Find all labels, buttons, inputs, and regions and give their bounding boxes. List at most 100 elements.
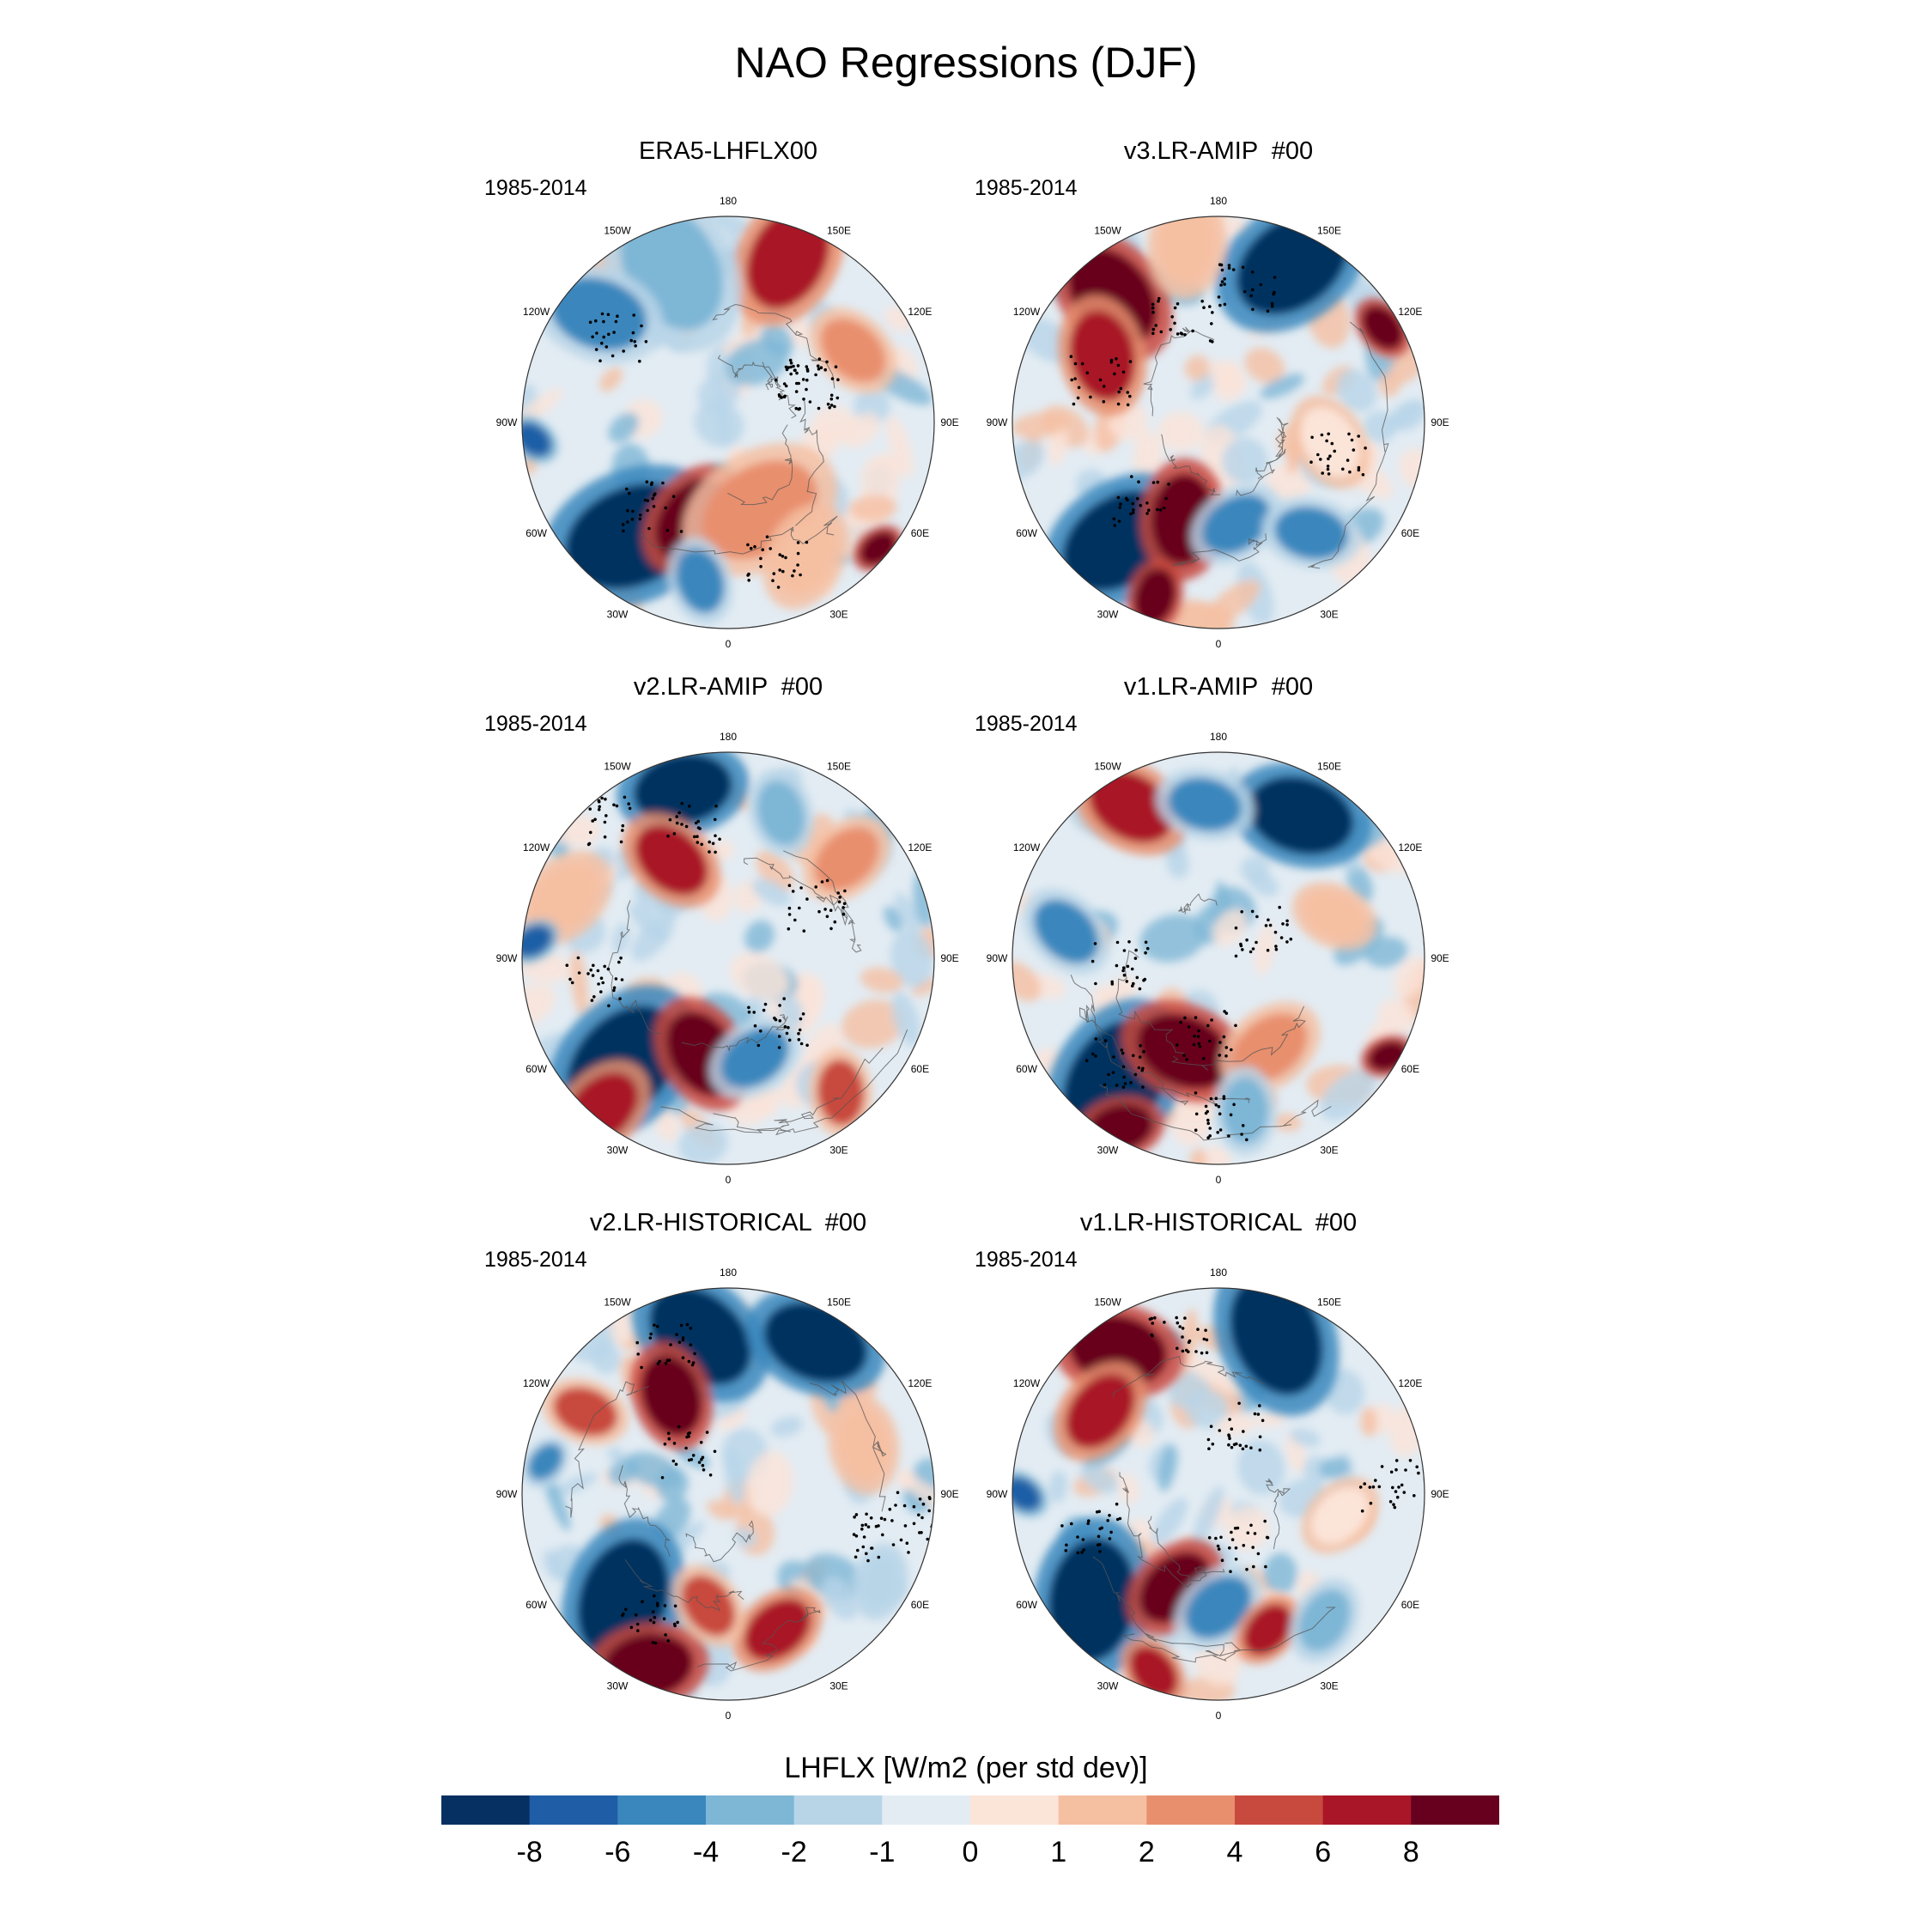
- stipple-dot: [667, 1437, 671, 1441]
- stipple-dot: [1089, 395, 1092, 399]
- stipple-dot: [769, 547, 772, 550]
- stipple-dot: [1202, 306, 1206, 309]
- stipple-dot: [1210, 322, 1213, 325]
- stipple-dot: [1167, 483, 1170, 486]
- stipple-dot: [605, 814, 608, 817]
- stipple-dot: [890, 1519, 894, 1522]
- stipple-dot: [1391, 1485, 1394, 1490]
- field-patch: [1080, 1465, 1119, 1494]
- stipple-dot: [588, 320, 592, 325]
- stipple-dot: [653, 1594, 656, 1598]
- stipple-dot: [778, 1004, 781, 1007]
- coastline: [681, 1014, 788, 1051]
- field-patch: [1139, 914, 1206, 963]
- stipple-dot: [1347, 432, 1351, 436]
- stipple-dot: [817, 368, 821, 371]
- stipple-dot: [653, 1615, 657, 1619]
- colorbar-box: [793, 1795, 883, 1825]
- stipple-dot: [825, 360, 829, 364]
- stipple-dot: [1129, 512, 1133, 516]
- stipple-dot: [843, 889, 847, 893]
- longitude-label: 0: [1216, 1174, 1222, 1186]
- stipple-dot: [903, 1524, 908, 1528]
- longitude-label: 150W: [1094, 1297, 1121, 1309]
- stipple-dot: [1360, 1509, 1364, 1513]
- stipple-dot: [808, 400, 812, 404]
- anomaly-blob: [837, 1407, 890, 1482]
- stipple-dot: [693, 1352, 696, 1356]
- stipple-dot: [1258, 1448, 1262, 1452]
- anomaly-blob: [550, 277, 647, 350]
- stipple-dot: [644, 340, 648, 343]
- stipple-dot: [797, 1037, 801, 1042]
- stipple-dot: [1363, 1482, 1366, 1485]
- coastline: [795, 399, 824, 526]
- stipple-dot: [1392, 1503, 1395, 1506]
- coastline: [1078, 1004, 1251, 1106]
- stipple-dot: [783, 1024, 787, 1029]
- stipple-dot: [1107, 1072, 1110, 1077]
- stipple-dot: [1400, 1483, 1404, 1487]
- stipple-dot: [1115, 1084, 1119, 1087]
- stippling: [588, 312, 840, 589]
- stipple-dot: [1122, 1075, 1126, 1079]
- stipple-dot: [926, 1537, 929, 1541]
- stipple-dot: [899, 1538, 903, 1542]
- stipple-dot: [615, 804, 619, 808]
- longitude-label: 150W: [604, 1297, 631, 1309]
- stipple-dot: [611, 354, 615, 358]
- stipple-dot: [1073, 361, 1078, 366]
- stipple-dot: [817, 406, 821, 410]
- longitude-label: 60W: [1016, 1599, 1037, 1611]
- stipple-dot: [626, 520, 629, 524]
- stipple-dot: [1094, 1054, 1097, 1058]
- stipple-dot: [1216, 1544, 1220, 1548]
- stipple-dot: [789, 365, 793, 369]
- field-patch: [1012, 411, 1069, 439]
- stipple-dot: [1218, 303, 1222, 307]
- stipple-dot: [1394, 1490, 1398, 1493]
- stipple-dot: [666, 1639, 670, 1643]
- figure-title: NAO Regressions (DJF): [734, 39, 1198, 87]
- stipple-dot: [672, 1622, 677, 1626]
- stipple-dot: [620, 978, 624, 981]
- stipple-dot: [589, 830, 592, 835]
- anomaly-blob: [1066, 1374, 1135, 1449]
- stipple-dot: [675, 1333, 678, 1336]
- stipple-dot: [658, 1359, 661, 1364]
- longitude-label: 30W: [607, 608, 629, 620]
- stipple-dot: [623, 795, 627, 799]
- stipple-dot: [797, 381, 800, 386]
- stipple-dot: [679, 1323, 683, 1327]
- panel-years: 1985-2014: [975, 176, 1078, 200]
- field-patch: [860, 453, 901, 496]
- stipple-dot: [651, 1641, 655, 1644]
- coastline: [1161, 434, 1221, 495]
- field-patch: [1222, 437, 1268, 484]
- stipple-dot: [1122, 973, 1127, 977]
- colorbar-tick-label: -8: [517, 1836, 543, 1868]
- longitude-label: 90E: [940, 952, 958, 964]
- stipple-dot: [1110, 982, 1115, 986]
- stipple-dot: [1126, 498, 1129, 502]
- stipple-dot: [787, 927, 791, 931]
- anomaly-blob: [744, 1598, 811, 1661]
- longitude-label: 60E: [1401, 1599, 1419, 1611]
- stipple-dot: [708, 850, 711, 854]
- coastline: [1236, 416, 1285, 496]
- stipple-dot: [606, 967, 611, 971]
- stipple-dot: [866, 1558, 870, 1563]
- stipple-dot: [805, 365, 809, 368]
- stipple-dot: [1227, 266, 1231, 270]
- coastline: [696, 1607, 821, 1672]
- stipple-dot: [836, 891, 840, 895]
- stipple-dot: [1237, 1401, 1241, 1406]
- stipple-dot: [1142, 978, 1145, 982]
- stipple-dot: [1266, 1536, 1270, 1540]
- stipple-dot: [888, 1507, 892, 1511]
- stipple-dot: [1228, 1437, 1231, 1441]
- stipple-dot: [671, 1459, 676, 1463]
- stipple-dot: [592, 963, 595, 968]
- stipple-dot: [788, 358, 793, 362]
- stipple-dot: [1231, 268, 1236, 271]
